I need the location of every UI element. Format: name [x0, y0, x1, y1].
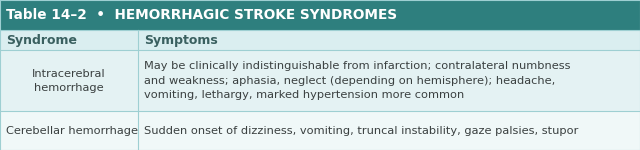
Text: Symptoms: Symptoms — [144, 34, 218, 47]
Text: May be clinically indistinguishable from infarction; contralateral numbness
and : May be clinically indistinguishable from… — [144, 61, 570, 100]
Text: Table 14–2  •  HEMORRHAGIC STROKE SYNDROMES: Table 14–2 • HEMORRHAGIC STROKE SYNDROME… — [6, 8, 397, 22]
Bar — [0, 30, 640, 50]
Text: Intracerebral
hemorrhage: Intracerebral hemorrhage — [32, 69, 106, 93]
Text: Cerebellar hemorrhage: Cerebellar hemorrhage — [6, 126, 138, 135]
Text: Sudden onset of dizziness, vomiting, truncal instability, gaze palsies, stupor: Sudden onset of dizziness, vomiting, tru… — [144, 126, 579, 135]
Bar — [0, 111, 640, 150]
Bar — [0, 0, 640, 30]
Text: Syndrome: Syndrome — [6, 34, 77, 47]
Bar — [0, 50, 640, 111]
